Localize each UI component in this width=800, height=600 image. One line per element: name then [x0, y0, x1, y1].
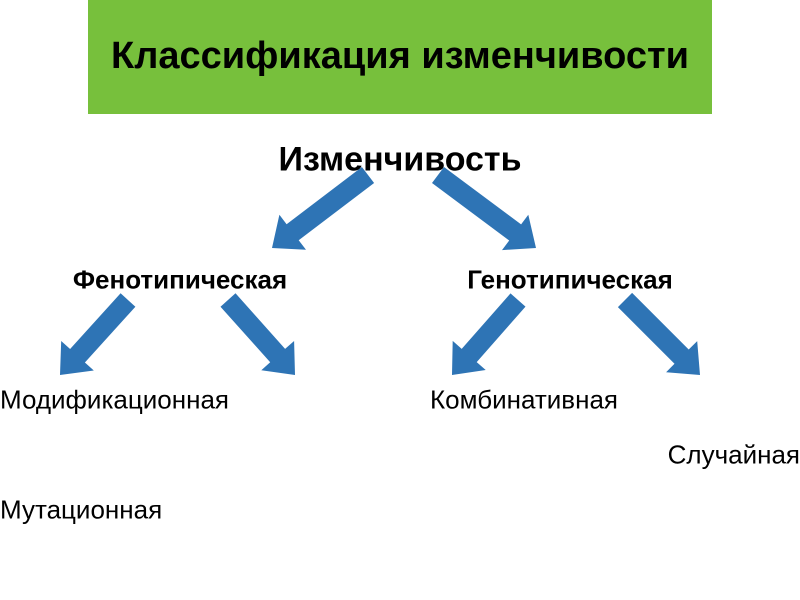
- node-phenotypic: Фенотипическая: [73, 265, 287, 296]
- title-text: Классификация изменчивости: [111, 35, 689, 79]
- node-mutational: Мутационная: [0, 495, 162, 526]
- arrow-4: [452, 293, 526, 375]
- node-random: Случайная: [668, 440, 800, 471]
- arrow-3: [221, 293, 296, 375]
- title-bar: Классификация изменчивости: [88, 0, 712, 114]
- arrow-2: [60, 293, 135, 375]
- node-root: Изменчивость: [279, 141, 522, 180]
- node-combinative: Комбинативная: [430, 385, 618, 416]
- node-modificational: Модификационная: [0, 385, 229, 416]
- node-genotypic: Генотипическая: [467, 265, 673, 296]
- arrow-5: [618, 293, 700, 375]
